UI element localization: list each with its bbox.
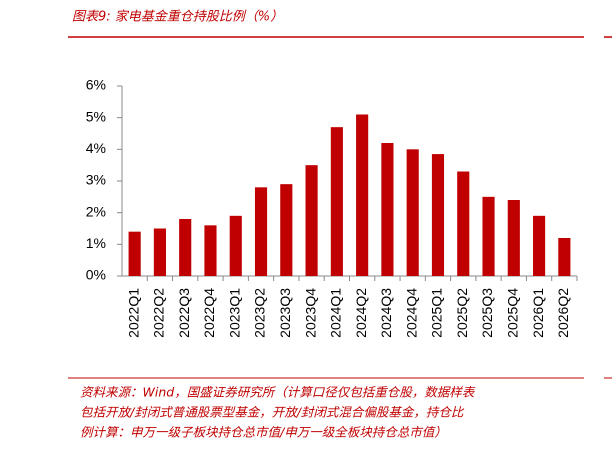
bar xyxy=(254,187,268,276)
bar xyxy=(558,238,571,276)
bar xyxy=(457,171,470,276)
source-note: 包括开放/封闭式普通股票型基金，开放/封闭式混合偏股基金，持仓比 xyxy=(80,405,465,420)
bar xyxy=(431,154,445,276)
x-tick-label: 2023Q2 xyxy=(252,288,268,338)
y-tick-label: 6% xyxy=(86,77,106,93)
bar xyxy=(330,127,343,277)
bar xyxy=(356,114,369,276)
bar xyxy=(229,215,242,276)
x-tick-label: 2023Q1 xyxy=(226,288,242,338)
x-tick-label: 2022Q2 xyxy=(151,288,167,338)
y-tick-label: 3% xyxy=(86,172,106,188)
x-tick-label: 2022Q3 xyxy=(176,288,192,338)
bar xyxy=(305,165,318,276)
x-tick-label: 2024Q3 xyxy=(378,288,394,338)
bar xyxy=(381,143,394,276)
x-tick-label: 2025Q4 xyxy=(505,288,521,338)
bar xyxy=(482,196,495,276)
y-tick-label: 4% xyxy=(86,140,106,156)
source-note: 资料来源：Wind，国盛证券研究所（计算口径仅包括重仓股，数据样表 xyxy=(80,385,476,400)
x-tick-label: 2023Q3 xyxy=(277,288,293,338)
bar xyxy=(128,231,141,276)
x-tick-label: 2022Q4 xyxy=(201,288,217,338)
y-tick-label: 0% xyxy=(86,267,106,283)
bar xyxy=(204,225,217,276)
bar xyxy=(406,149,419,276)
x-tick-label: 2022Q1 xyxy=(125,288,141,338)
x-tick-label: 2023Q4 xyxy=(302,288,318,338)
bar xyxy=(507,200,520,276)
bar xyxy=(179,219,192,276)
x-tick-label: 2025Q2 xyxy=(454,288,470,338)
x-tick-label: 2024Q1 xyxy=(328,288,344,338)
x-tick-label: 2024Q4 xyxy=(403,288,419,338)
source-note: 例计算：申万一级子板块持仓总市值/申万一级全板块持仓总市值） xyxy=(80,425,447,440)
x-tick-label: 2024Q2 xyxy=(353,288,369,338)
y-tick-label: 1% xyxy=(86,235,106,251)
y-tick-label: 5% xyxy=(86,108,106,124)
bar xyxy=(280,184,293,276)
y-tick-label: 2% xyxy=(86,203,106,219)
x-tick-label: 2026Q1 xyxy=(530,288,546,338)
bar xyxy=(153,228,166,276)
chart-title: 图表9: 家电基金重仓持股比例（%） xyxy=(72,9,283,25)
x-tick-label: 2026Q2 xyxy=(555,288,571,338)
x-tick-label: 2025Q3 xyxy=(479,288,495,338)
bar xyxy=(533,215,546,276)
x-tick-label: 2025Q1 xyxy=(429,288,445,338)
